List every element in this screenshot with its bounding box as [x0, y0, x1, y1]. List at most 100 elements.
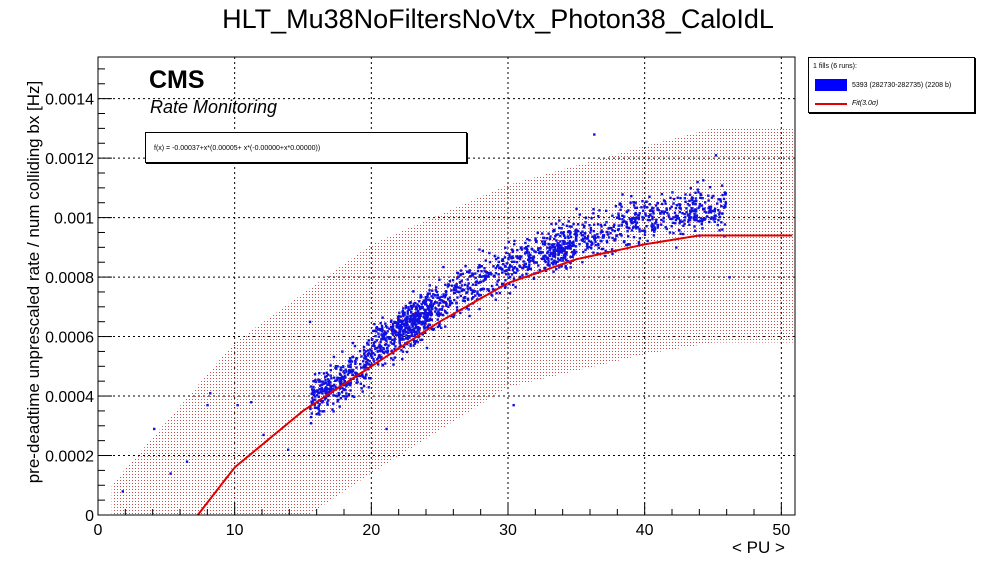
- data-point: [324, 396, 328, 400]
- data-point: [510, 257, 513, 260]
- data-point: [652, 212, 655, 215]
- data-point: [507, 267, 511, 270]
- data-point: [578, 242, 581, 246]
- data-point: [508, 292, 512, 295]
- data-point: [335, 378, 339, 382]
- data-point: [522, 260, 525, 263]
- data-point: [505, 269, 508, 272]
- data-point: [565, 267, 568, 270]
- data-point: [700, 204, 704, 207]
- data-point: [362, 345, 366, 349]
- data-point: [594, 236, 597, 239]
- data-point: [696, 180, 699, 184]
- data-point: [312, 393, 316, 396]
- data-point: [494, 298, 497, 301]
- data-point: [587, 239, 591, 243]
- data-point: [406, 320, 409, 323]
- data-point: [522, 264, 526, 268]
- data-point: [558, 266, 561, 269]
- data-point: [340, 390, 344, 394]
- data-point: [453, 284, 457, 287]
- data-point: [556, 245, 560, 249]
- data-point: [324, 392, 328, 395]
- data-point: [630, 218, 633, 221]
- cms-label: CMS: [149, 66, 205, 94]
- data-point: [490, 293, 493, 297]
- data-point: [582, 226, 586, 229]
- data-point: [454, 288, 458, 292]
- data-point: [480, 270, 483, 273]
- data-point: [392, 328, 395, 331]
- data-point: [321, 389, 325, 393]
- data-point: [589, 240, 593, 244]
- data-point: [543, 243, 547, 246]
- data-point: [408, 301, 411, 305]
- data-point: [370, 363, 373, 367]
- data-point: [501, 259, 505, 262]
- data-point: [349, 363, 352, 366]
- data-point: [524, 245, 528, 249]
- data-point: [702, 179, 705, 182]
- data-point: [428, 299, 432, 302]
- data-point: [593, 238, 596, 241]
- data-point: [450, 284, 454, 287]
- data-point: [486, 288, 489, 291]
- data-point: [314, 390, 318, 393]
- data-point: [334, 364, 338, 368]
- data-point: [317, 412, 320, 415]
- data-point: [565, 224, 569, 227]
- data-point: [470, 288, 473, 292]
- data-point: [593, 237, 596, 240]
- data-point: [471, 274, 474, 277]
- data-point: [467, 282, 470, 285]
- data-point: [477, 293, 481, 296]
- data-point: [571, 255, 574, 259]
- data-point: [653, 229, 656, 233]
- data-point: [563, 257, 566, 260]
- data-point: [412, 344, 415, 347]
- data-point: [656, 202, 659, 205]
- data-point: [555, 249, 559, 253]
- data-point: [318, 378, 321, 382]
- sigma-band: [111, 128, 795, 515]
- data-point: [401, 350, 405, 353]
- data-point: [444, 302, 448, 305]
- data-point: [435, 290, 439, 294]
- data-point: [398, 320, 401, 323]
- data-point: [324, 378, 327, 382]
- data-point: [459, 274, 462, 277]
- data-point: [455, 302, 458, 305]
- data-point: [405, 326, 409, 330]
- data-point: [637, 242, 641, 245]
- data-point: [359, 374, 362, 378]
- data-point: [523, 252, 527, 255]
- data-point: [619, 202, 622, 206]
- data-point: [429, 310, 432, 313]
- data-point: [426, 292, 430, 295]
- data-point: [309, 385, 313, 388]
- data-point: [651, 217, 654, 221]
- data-point: [400, 321, 404, 325]
- data-point: [329, 368, 332, 372]
- data-point: [718, 211, 721, 214]
- data-point: [397, 317, 400, 320]
- data-point: [690, 209, 694, 213]
- data-point: [332, 376, 336, 379]
- data-point: [361, 390, 364, 393]
- y-axis-label: pre-deadtime unprescaled rate / num coll…: [24, 80, 43, 484]
- data-point: [709, 210, 713, 214]
- data-point: [534, 250, 537, 254]
- data-point: [360, 366, 363, 369]
- data-point: [675, 246, 678, 249]
- data-point: [403, 324, 406, 327]
- data-point: [614, 205, 618, 208]
- data-point: [319, 380, 322, 383]
- data-point: [559, 240, 562, 243]
- data-point: [720, 184, 724, 187]
- data-point: [541, 242, 545, 246]
- data-point: [315, 406, 318, 410]
- data-point: [550, 258, 553, 261]
- data-point: [375, 346, 379, 350]
- data-point: [694, 208, 698, 211]
- data-point: [644, 214, 647, 217]
